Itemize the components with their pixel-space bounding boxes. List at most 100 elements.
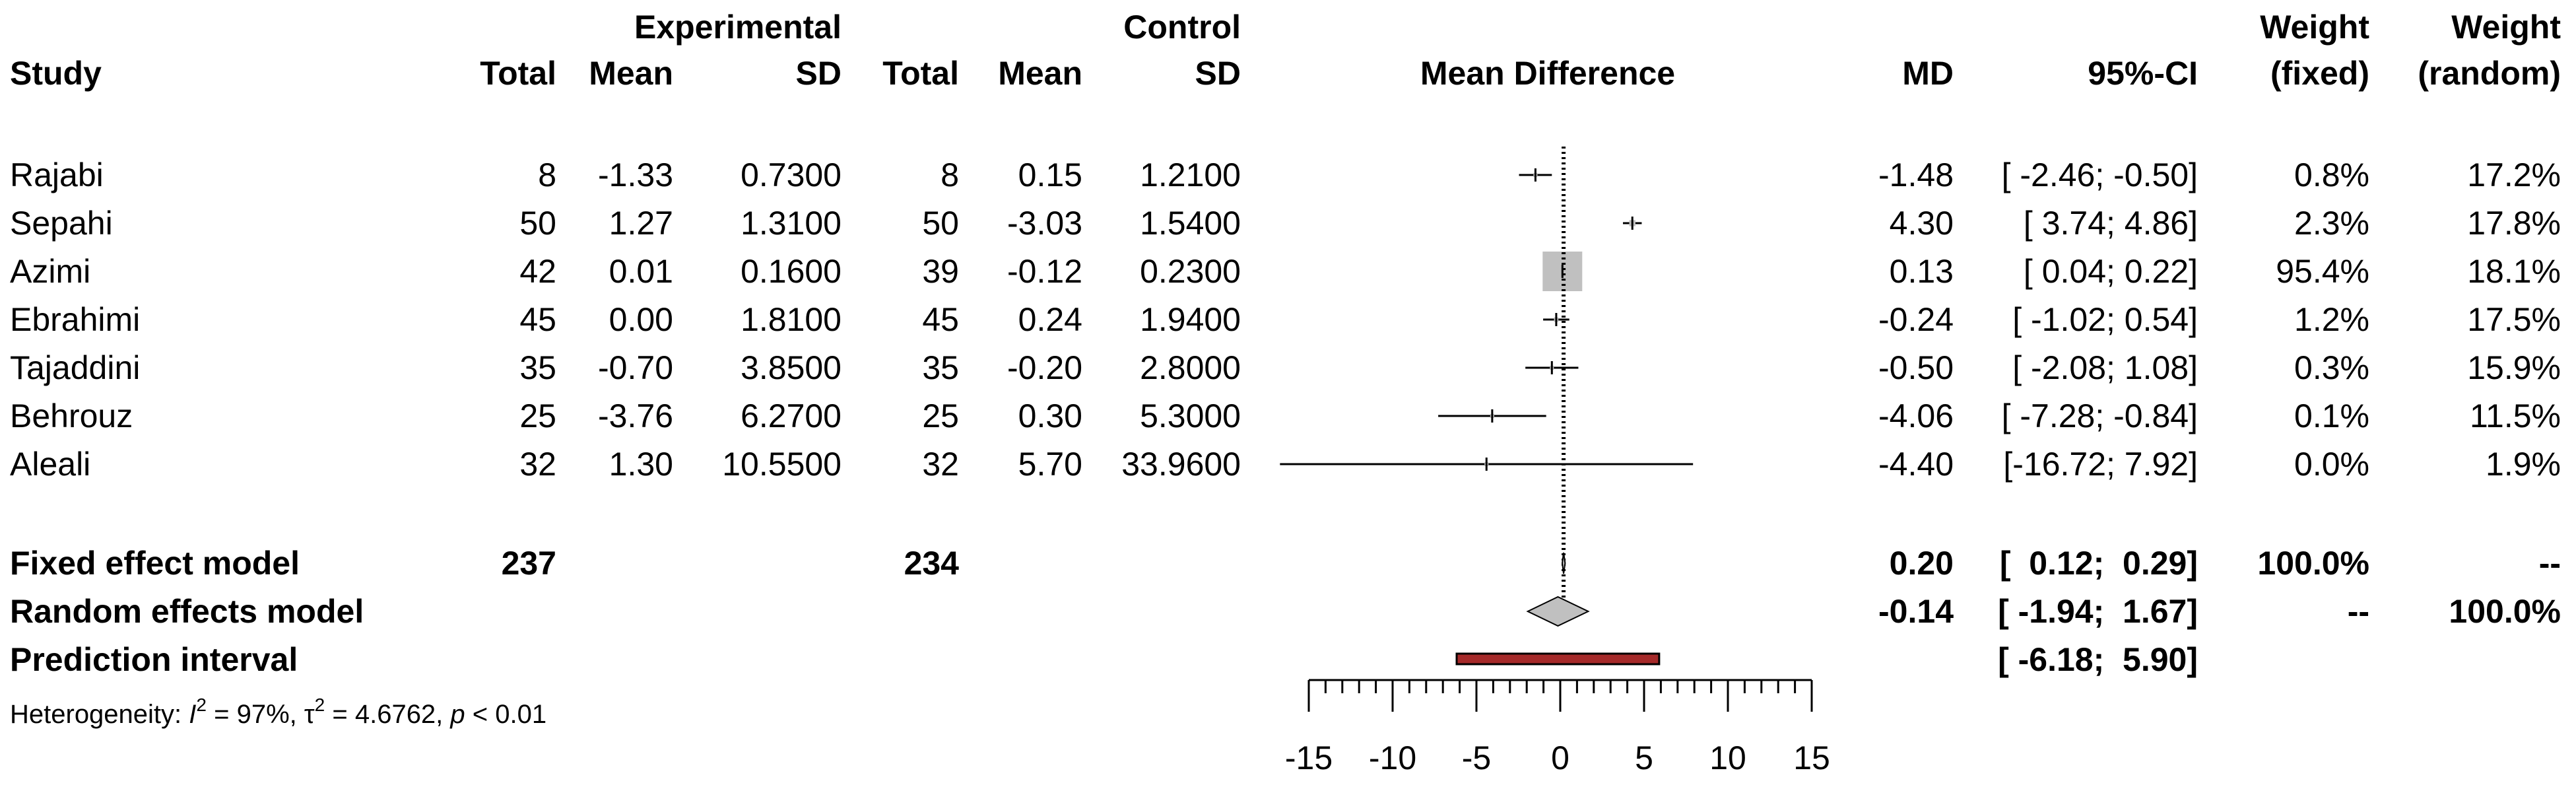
study-w-random: 18.1% [2467,253,2561,290]
study-sd-c: 1.2100 [1140,156,1241,193]
study-sd-c: 33.9600 [1121,446,1241,483]
study-total-c: 50 [922,205,959,242]
study-name: Tajaddini [10,349,140,386]
header-experimental: Experimental [634,9,842,46]
study-ci-text: [ -2.08; 1.08] [2012,349,2198,386]
study-total-e: 32 [519,446,556,483]
study-sd-e: 0.7300 [741,156,842,193]
study-ci-text: [ -1.02; 0.54] [2012,301,2198,338]
study-md-text: -0.50 [1878,349,1954,386]
random-label: Random effects model [10,593,364,630]
study-sd-e: 1.8100 [741,301,842,338]
study-w-fixed: 2.3% [2294,205,2369,242]
study-sd-e: 10.5500 [722,446,842,483]
study-total-c: 35 [922,349,959,386]
study-ci-text: [ 0.04; 0.22] [2024,253,2198,290]
study-md-text: -0.24 [1878,301,1954,338]
header-weight-random-2: (random) [2418,55,2561,92]
header-control: Control [1123,9,1241,46]
x-tick-label: -10 [1369,739,1416,776]
header-weight-fixed-2: (fixed) [2270,55,2369,92]
study-name: Aleali [10,446,90,483]
study-total-c: 39 [922,253,959,290]
study-sd-c: 1.9400 [1140,301,1241,338]
fixed-diamond [1562,552,1566,574]
study-sd-c: 0.2300 [1140,253,1241,290]
study-name: Behrouz [10,397,133,434]
study-w-fixed: 0.8% [2294,156,2369,193]
header-weight-fixed-1: Weight [2260,9,2369,46]
header-weight-random-1: Weight [2451,9,2561,46]
study-sd-e: 3.8500 [741,349,842,386]
x-axis: -15 -10 -5 0 5 10 15 [1285,679,1830,776]
study-w-random: 11.5% [2470,397,2561,434]
study-mean-c: -3.03 [1007,205,1082,242]
study-w-fixed: 1.2% [2294,301,2369,338]
study-md-text: -4.06 [1878,397,1954,434]
study-mean-c: 0.15 [1018,156,1082,193]
study-total-e: 8 [538,156,556,193]
random-diamond [1526,596,1590,627]
study-w-random: 1.9% [2486,446,2561,483]
header-ci: 95%-CI [2088,55,2198,92]
random-weight-random: 100.0% [2449,593,2561,630]
heterogeneity-text: Heterogeneity: I2 = 97%, τ2 = 4.6762, p … [10,695,546,729]
study-w-fixed: 0.0% [2294,446,2369,483]
study-total-c: 8 [941,156,959,193]
study-mean-e: 0.01 [609,253,673,290]
study-md-text: -1.48 [1878,156,1954,193]
study-ci-text: [ -2.46; -0.50] [2002,156,2198,193]
header-mean-experimental: Mean [589,55,673,92]
fixed-total-experimental: 237 [502,545,556,582]
fixed-weight-random: -- [2539,545,2561,582]
study-ci-text: [ 3.74; 4.86] [2024,205,2198,242]
plot-marks [1280,147,1694,666]
study-name: Sepahi [10,205,113,242]
fixed-ci: [ 0.12; 0.29] [2000,545,2198,582]
study-w-fixed: 0.1% [2294,397,2369,434]
study-mean-e: -3.76 [598,397,673,434]
study-w-random: 17.2% [2467,156,2561,193]
fixed-label: Fixed effect model [10,545,300,582]
study-mean-c: 0.24 [1018,301,1082,338]
study-mean-e: 1.30 [609,446,673,483]
study-mean-c: -0.20 [1007,349,1082,386]
study-w-random: 15.9% [2467,349,2561,386]
header-total-experimental: Total [480,55,556,92]
study-sd-c: 5.3000 [1140,397,1241,434]
study-ci-text: [ -7.28; -0.84] [2002,397,2198,434]
study-ci-text: [-16.72; 7.92] [2003,446,2198,483]
header-sd-experimental: SD [796,55,842,92]
study-rows: Rajabi 8 -1.33 0.7300 8 0.15 1.2100 -1.48 [ -2.4… [10,156,2561,483]
study-w-random: 17.5% [2467,301,2561,338]
header-mean-difference: Mean Difference [1420,55,1675,92]
study-name: Ebrahimi [10,301,140,338]
fixed-weight-fixed: 100.0% [2257,545,2369,582]
study-w-fixed: 0.3% [2294,349,2369,386]
header-mean-control: Mean [998,55,1082,92]
study-mean-c: 5.70 [1018,446,1082,483]
study-sd-e: 1.3100 [741,205,842,242]
fixed-total-control: 234 [904,545,960,582]
study-w-random: 17.8% [2467,205,2561,242]
study-total-e: 42 [519,253,556,290]
study-sd-e: 0.1600 [741,253,842,290]
x-tick-label: -5 [1462,739,1491,776]
fixed-md: 0.20 [1890,545,1954,582]
study-w-fixed: 95.4% [2276,253,2369,290]
study-name: Azimi [10,253,90,290]
study-total-c: 32 [922,446,959,483]
study-mean-c: 0.30 [1018,397,1082,434]
random-ci: [ -1.94; 1.67] [1998,593,2198,630]
random-weight-fixed: -- [2348,593,2369,630]
header-total-control: Total [882,55,959,92]
random-md: -0.14 [1878,593,1954,630]
study-md-text: 0.13 [1890,253,1954,290]
header-sd-control: SD [1195,55,1241,92]
study-total-e: 25 [519,397,556,434]
study-total-c: 45 [922,301,959,338]
study-mean-e: 1.27 [609,205,673,242]
study-total-e: 45 [519,301,556,338]
study-mean-e: 0.00 [609,301,673,338]
prediction-ci: [ -6.18; 5.90] [1998,641,2198,678]
